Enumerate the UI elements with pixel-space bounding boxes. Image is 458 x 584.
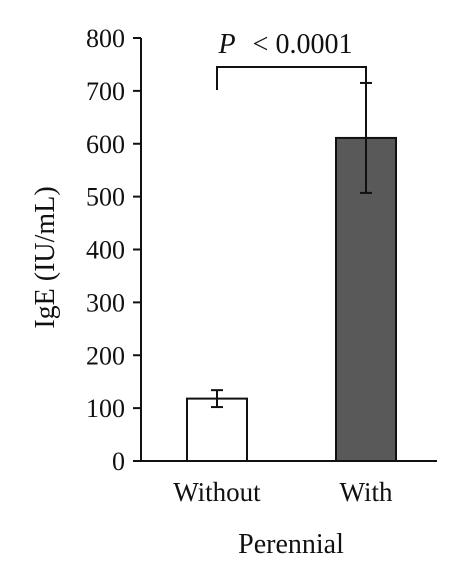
bars — [186, 81, 397, 463]
p-value-label: P < 0.0001 — [218, 29, 353, 60]
significance-annotation: P < 0.0001 — [216, 29, 367, 90]
x-tick-label: With — [340, 477, 393, 507]
x-axis: Without With — [141, 460, 437, 507]
y-tick-label: 400 — [86, 236, 125, 265]
p-threshold: < 0.0001 — [253, 29, 353, 60]
y-tick-label: 500 — [86, 183, 125, 212]
y-tick-label: 600 — [86, 130, 125, 159]
y-tick-label: 0 — [112, 447, 125, 476]
y-tick-label: 800 — [86, 24, 125, 53]
y-tick-label: 700 — [86, 77, 125, 106]
y-axis: 0 100 200 300 400 500 600 700 800 — [86, 24, 142, 476]
y-tick-label: 200 — [86, 341, 125, 370]
p-symbol: P — [218, 29, 236, 60]
y-tick-label: 300 — [86, 288, 125, 317]
y-tick-label: 100 — [86, 394, 125, 423]
x-axis-title: Perennial — [238, 529, 344, 560]
x-tick-label: Without — [173, 477, 261, 507]
significance-bracket — [216, 66, 367, 90]
y-axis-title: IgE (IU/mL) — [30, 186, 61, 328]
